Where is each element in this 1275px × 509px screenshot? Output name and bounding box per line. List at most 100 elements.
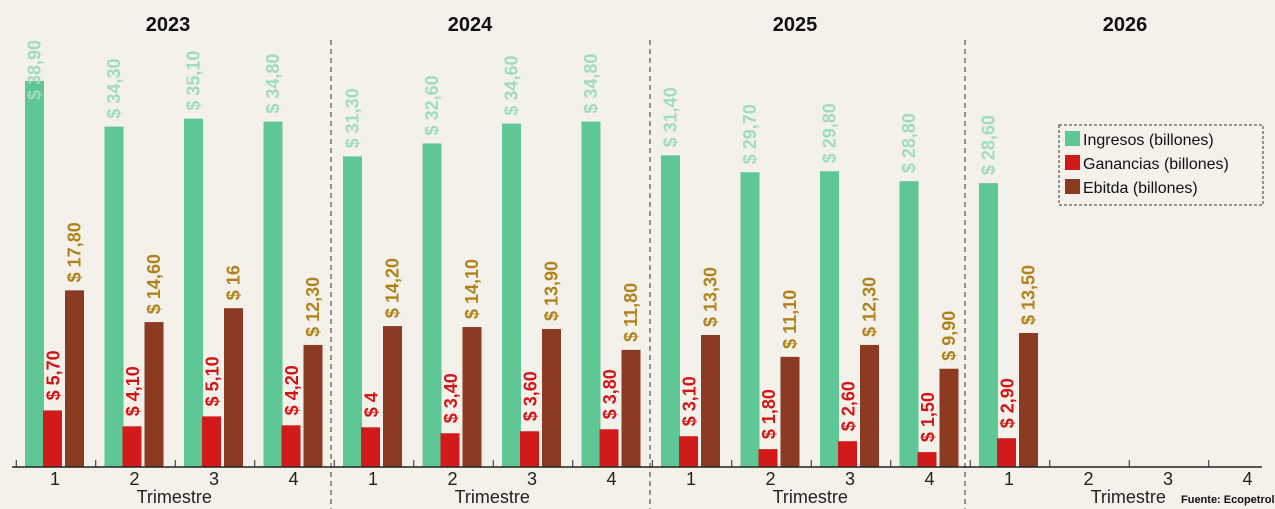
legend: Ingresos (billones) Ganancias (billones) E…: [1058, 124, 1264, 206]
legend-swatch-ganancias: [1065, 155, 1080, 170]
x-tick-label: 2: [1083, 469, 1093, 489]
bar-ganancias: [281, 425, 301, 467]
bar-ganancias: [202, 416, 221, 467]
value-label-ingresos: $ 34,80: [581, 54, 601, 114]
bar-ingresos: [184, 118, 203, 467]
bar-ingresos: [740, 172, 760, 468]
bar-ebitda: [780, 356, 800, 467]
value-label-ebitda: $ 14,20: [383, 258, 403, 318]
bar-ebitda: [383, 326, 402, 467]
value-label-ganancias: $ 4: [362, 392, 382, 417]
bar-ingresos: [820, 171, 839, 468]
value-label-ganancias: $ 3,80: [600, 369, 620, 419]
value-label-ingresos: $ 29,80: [820, 103, 840, 163]
bar-ebitda: [939, 368, 959, 467]
legend-label-ebitda: Ebitda (billones): [1083, 180, 1198, 197]
bar-ebitda: [144, 322, 164, 467]
bar-ganancias: [917, 452, 937, 467]
value-label-ganancias: $ 1,50: [918, 392, 938, 442]
x-tick-label: 2: [129, 469, 139, 489]
value-label-ingresos: $ 28,80: [899, 113, 919, 173]
year-dividers: [330, 40, 966, 509]
value-labels-layer: $ 38,90 $ 5,70 $ 17,80 $ 34,30 $ 4,10 $ 14,60…: [25, 40, 1039, 442]
value-label-ebitda: $ 12,30: [303, 277, 323, 337]
value-label-ganancias: $ 3,40: [441, 373, 461, 423]
x-tick-label: 4: [1242, 469, 1252, 489]
x-axis-title: Trimestre: [773, 487, 848, 507]
x-tick-label: 1: [50, 469, 60, 489]
bar-ebitda: [224, 308, 243, 467]
bar-ganancias: [997, 438, 1016, 467]
bar-ingresos: [502, 123, 521, 467]
bar-ganancias: [599, 429, 619, 467]
year-label-2025: 2025: [773, 14, 818, 36]
value-label-ganancias: $ 5,10: [203, 356, 223, 406]
value-label-ebitda: $ 12,30: [860, 277, 880, 337]
value-label-ingresos: $ 34,60: [502, 56, 522, 116]
bar-ingresos: [263, 121, 283, 468]
value-label-ingresos: $ 34,30: [104, 59, 124, 119]
bar-ingresos: [25, 80, 44, 467]
x-axis-title: Trimestre: [455, 487, 530, 507]
value-label-ingresos: $ 35,10: [184, 51, 204, 111]
legend-label-ganancias: Ganancias (billones): [1083, 156, 1229, 173]
bar-ingresos: [661, 155, 680, 468]
bar-ebitda: [65, 290, 84, 467]
bar-ingresos: [581, 121, 601, 468]
legend-box: [1058, 124, 1264, 206]
bar-ingresos: [899, 181, 919, 467]
x-tick-label: 3: [209, 469, 219, 489]
x-tick-label: 2: [765, 469, 775, 489]
bar-ebitda: [1019, 333, 1038, 467]
bar-ebitda: [621, 349, 641, 467]
value-label-ganancias: $ 4,20: [282, 365, 302, 415]
legend-label-ingresos: Ingresos (billones): [1083, 132, 1214, 149]
bar-ebitda: [303, 344, 323, 467]
value-label-ebitda: $ 9,90: [939, 311, 959, 361]
value-label-ingresos: $ 31,30: [343, 88, 363, 148]
year-label-2026: 2026: [1103, 14, 1148, 36]
value-label-ebitda: $ 11,80: [621, 283, 641, 342]
value-label-ebitda: $ 17,80: [65, 222, 85, 282]
bar-ganancias: [361, 427, 380, 467]
x-tick-label: 3: [845, 469, 855, 489]
year-label-2024: 2024: [448, 14, 493, 36]
x-tick-label: 3: [1163, 469, 1173, 489]
x-axis: Trimestre 1 2 3 4 Trimestre 1 2 3 4 Trimestre 1 2 3 4 T…: [12, 460, 1262, 507]
bar-ganancias: [838, 441, 857, 467]
value-label-ebitda: $ 13,50: [1019, 265, 1039, 325]
bar-ingresos: [343, 156, 362, 467]
value-label-ingresos: $ 38,90: [25, 40, 45, 100]
x-tick-label: 1: [686, 469, 696, 489]
value-label-ganancias: $ 4,10: [123, 366, 143, 416]
x-tick-label: 1: [1004, 469, 1014, 489]
value-label-ingresos: $ 34,80: [263, 54, 283, 114]
legend-swatch-ingresos: [1065, 131, 1080, 146]
x-tick-label: 4: [288, 469, 298, 489]
source-note: Fuente: Ecopetrol: [1181, 494, 1275, 506]
value-label-ingresos: $ 29,70: [740, 104, 760, 164]
bars-layer: [25, 80, 1038, 468]
bar-ganancias: [520, 431, 539, 467]
bar-ganancias: [122, 426, 142, 467]
bar-ebitda: [462, 327, 482, 467]
value-label-ganancias: $ 2,90: [998, 378, 1018, 428]
value-label-ebitda: $ 13,90: [542, 261, 562, 321]
value-label-ganancias: $ 1,80: [759, 389, 779, 439]
x-tick-label: 4: [924, 469, 934, 489]
value-label-ebitda: $ 11,10: [780, 290, 800, 349]
year-label-2023: 2023: [146, 14, 191, 36]
x-tick-label: 1: [368, 469, 378, 489]
value-label-ebitda: $ 14,60: [144, 254, 164, 314]
value-label-ganancias: $ 2,60: [839, 381, 859, 431]
value-label-ingresos: $ 31,40: [661, 87, 681, 147]
x-tick-label: 4: [606, 469, 616, 489]
bar-ingresos: [979, 183, 998, 467]
bar-ganancias: [440, 433, 460, 467]
value-label-ganancias: $ 3,60: [521, 371, 541, 421]
x-axis-title: Trimestre: [137, 487, 212, 507]
value-label-ganancias: $ 3,10: [680, 376, 700, 426]
value-label-ganancias: $ 5,70: [44, 350, 64, 400]
x-axis-title: Trimestre: [1091, 487, 1166, 507]
